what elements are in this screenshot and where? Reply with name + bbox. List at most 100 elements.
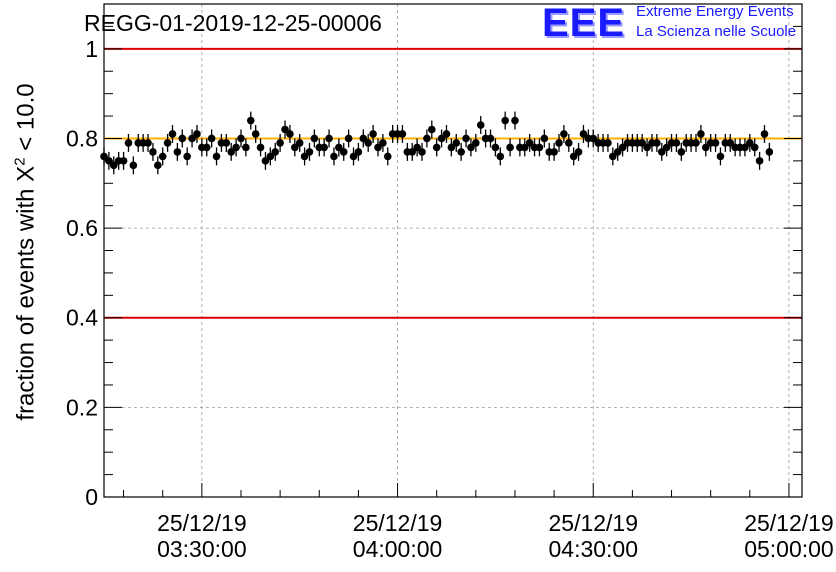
- x-tick-label-time: 03:30:00: [157, 536, 247, 562]
- data-point: [374, 143, 382, 152]
- data-point: [227, 148, 236, 156]
- data-point: [491, 143, 500, 152]
- data-point: [271, 148, 280, 156]
- data-point: [379, 139, 387, 147]
- data-point: [501, 116, 509, 125]
- data-point: [330, 152, 338, 161]
- eee-logo: EEE: [542, 1, 626, 45]
- data-point: [716, 152, 725, 161]
- data-point: [442, 130, 451, 138]
- x-tick-label-date: 25/12/19: [548, 510, 638, 536]
- data-point: [472, 139, 480, 147]
- data-point: [364, 139, 372, 147]
- data-point: [413, 143, 421, 152]
- data-point: [173, 148, 182, 156]
- data-point: [618, 143, 627, 152]
- data-point: [300, 152, 309, 161]
- data-point: [281, 125, 289, 134]
- data-point: [202, 143, 211, 152]
- data-point: [207, 134, 216, 143]
- data-point: [286, 130, 294, 138]
- data-point: [325, 134, 333, 143]
- data-point: [149, 148, 157, 156]
- data-point: [154, 161, 162, 170]
- data-point: [677, 148, 686, 156]
- data-point: [574, 148, 583, 156]
- data-point: [359, 134, 368, 143]
- data-point: [310, 134, 319, 143]
- data-point: [452, 139, 461, 147]
- data-point: [295, 139, 304, 147]
- data-point: [496, 152, 505, 161]
- x-tick-label-time: 05:00:00: [744, 536, 834, 562]
- x-tick-label-time: 04:00:00: [353, 536, 443, 562]
- data-point: [266, 152, 275, 161]
- data-point: [692, 139, 700, 147]
- data-point: [232, 143, 240, 152]
- data-point: [550, 148, 558, 156]
- data-point: [432, 143, 441, 152]
- data-point: [457, 148, 465, 156]
- data-point: [251, 130, 260, 138]
- y-axis-label: fraction of events with X2 < 10.0: [12, 83, 41, 420]
- data-point: [178, 134, 187, 143]
- data-point: [476, 121, 485, 129]
- data-point: [755, 157, 764, 165]
- data-point: [726, 139, 735, 147]
- x-tick-label-date: 25/12/19: [353, 510, 443, 536]
- y-axis-label-prefix: fraction of events with X: [12, 165, 40, 421]
- data-point: [701, 143, 710, 152]
- data-point: [188, 134, 196, 143]
- data-point: [525, 139, 534, 147]
- data-point: [535, 143, 544, 152]
- data-point: [212, 152, 221, 161]
- y-tick-label: 0.6: [66, 215, 98, 241]
- data-point: [564, 139, 573, 147]
- data-point: [741, 143, 749, 152]
- y-tick-label: 0.8: [66, 125, 98, 151]
- data-point: [237, 134, 245, 143]
- data-point: [638, 139, 646, 147]
- data-point: [613, 148, 622, 156]
- y-tick-label: 1: [85, 36, 98, 62]
- data-point: [163, 139, 172, 147]
- data-point: [765, 148, 774, 156]
- x-tick-label-date: 25/12/19: [744, 510, 834, 536]
- x-tick-label-time: 04:30:00: [548, 536, 638, 562]
- data-point: [609, 152, 617, 161]
- data-point: [560, 130, 568, 138]
- data-point: [750, 143, 759, 152]
- reference-lines: [104, 47, 802, 319]
- data-point: [276, 139, 284, 147]
- data-point: [579, 130, 588, 138]
- data-point: [119, 157, 128, 165]
- data-point: [398, 130, 407, 138]
- y-tick-label: 0.4: [66, 305, 98, 331]
- data-point: [344, 134, 353, 143]
- logo-line-1: Extreme Energy Events: [636, 3, 794, 20]
- data-point: [672, 139, 681, 147]
- data-point: [657, 148, 666, 156]
- data-point: [506, 143, 514, 152]
- data-point: [246, 116, 255, 125]
- data-point: [305, 148, 314, 156]
- data-point: [569, 152, 578, 161]
- grid-layer: [104, 4, 802, 497]
- data-point: [711, 139, 720, 147]
- data-point: [335, 143, 343, 152]
- data-point: [193, 130, 201, 138]
- x-tick-label-date: 25/12/19: [157, 510, 247, 536]
- data-point: [168, 130, 177, 138]
- data-point: [427, 125, 436, 134]
- data-point: [540, 134, 549, 143]
- data-point: [369, 130, 377, 138]
- data-point: [760, 130, 769, 138]
- data-point: [653, 139, 661, 147]
- data-point: [383, 152, 392, 161]
- data-point: [746, 139, 754, 147]
- data-point: [408, 148, 417, 156]
- data-point: [423, 134, 431, 143]
- data-point: [555, 139, 563, 147]
- plot-frame: [103, 3, 803, 498]
- y-axis-label-sup: 2: [11, 157, 29, 166]
